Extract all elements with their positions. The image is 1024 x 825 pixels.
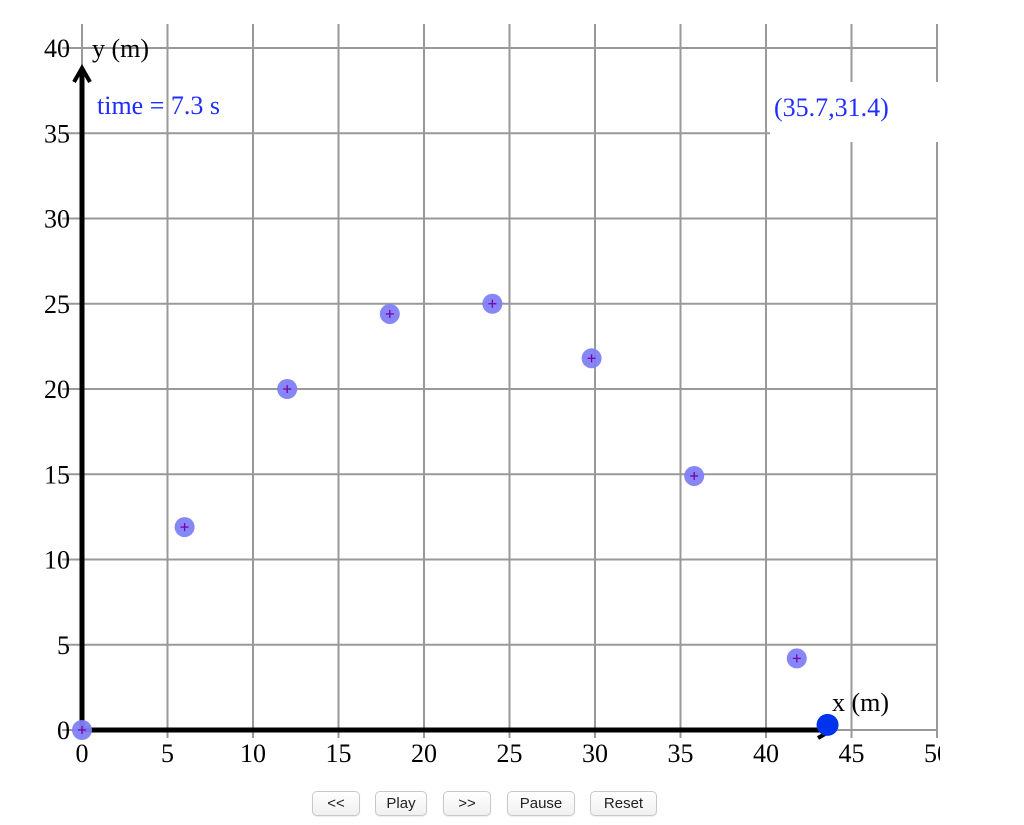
axes <box>72 63 837 740</box>
x-tick-label-5: 5 <box>161 739 174 768</box>
trajectory-point <box>277 379 298 399</box>
y-tick-label-25: 25 <box>44 290 70 319</box>
x-tick-label-30: 30 <box>582 739 608 768</box>
x-tick-label-25: 25 <box>497 739 523 768</box>
x-tick-label-15: 15 <box>326 739 352 768</box>
y-tick-label-40: 40 <box>44 34 70 63</box>
y-tick-label-20: 20 <box>44 375 70 404</box>
y-tick-label-30: 30 <box>44 205 70 234</box>
time-readout: time = 7.3 s <box>97 91 220 120</box>
x-tick-label-20: 20 <box>411 739 437 768</box>
trajectory-points <box>72 293 807 740</box>
y-tick-label-5: 5 <box>57 631 70 660</box>
step-back-button[interactable]: << <box>312 791 360 816</box>
x-tick-label-35: 35 <box>668 739 694 768</box>
trajectory-point <box>72 720 92 740</box>
trajectory-point <box>684 465 705 486</box>
pause-button[interactable]: Pause <box>507 791 575 816</box>
reset-button[interactable]: Reset <box>590 791 657 816</box>
y-tick-label-35: 35 <box>44 119 70 148</box>
x-tick-label-0: 0 <box>76 739 89 768</box>
trajectory-point <box>379 303 400 324</box>
y-axis-title: y (m) <box>92 34 149 63</box>
trajectory-point <box>581 348 602 369</box>
play-button[interactable]: Play <box>375 791 427 816</box>
coordinate-readout-background <box>770 82 938 142</box>
coordinate-readout: (35.7,31.4) <box>774 93 889 122</box>
y-tick-label-15: 15 <box>44 460 70 489</box>
moving-ball[interactable] <box>816 713 839 736</box>
step-forward-button[interactable]: >> <box>443 791 491 816</box>
y-tick-label-0: 0 <box>57 716 70 745</box>
y-tick-label-10: 10 <box>44 546 70 575</box>
edge-mask <box>940 736 1024 776</box>
trajectory-point <box>786 648 807 669</box>
trajectory-point <box>174 517 195 538</box>
x-axis-title: x (m) <box>832 688 889 717</box>
trajectory-point <box>482 293 503 314</box>
x-tick-label-10: 10 <box>240 739 266 768</box>
x-tick-label-40: 40 <box>753 739 779 768</box>
x-tick-label-45: 45 <box>839 739 865 768</box>
y-axis-arrow-icon <box>72 63 92 83</box>
